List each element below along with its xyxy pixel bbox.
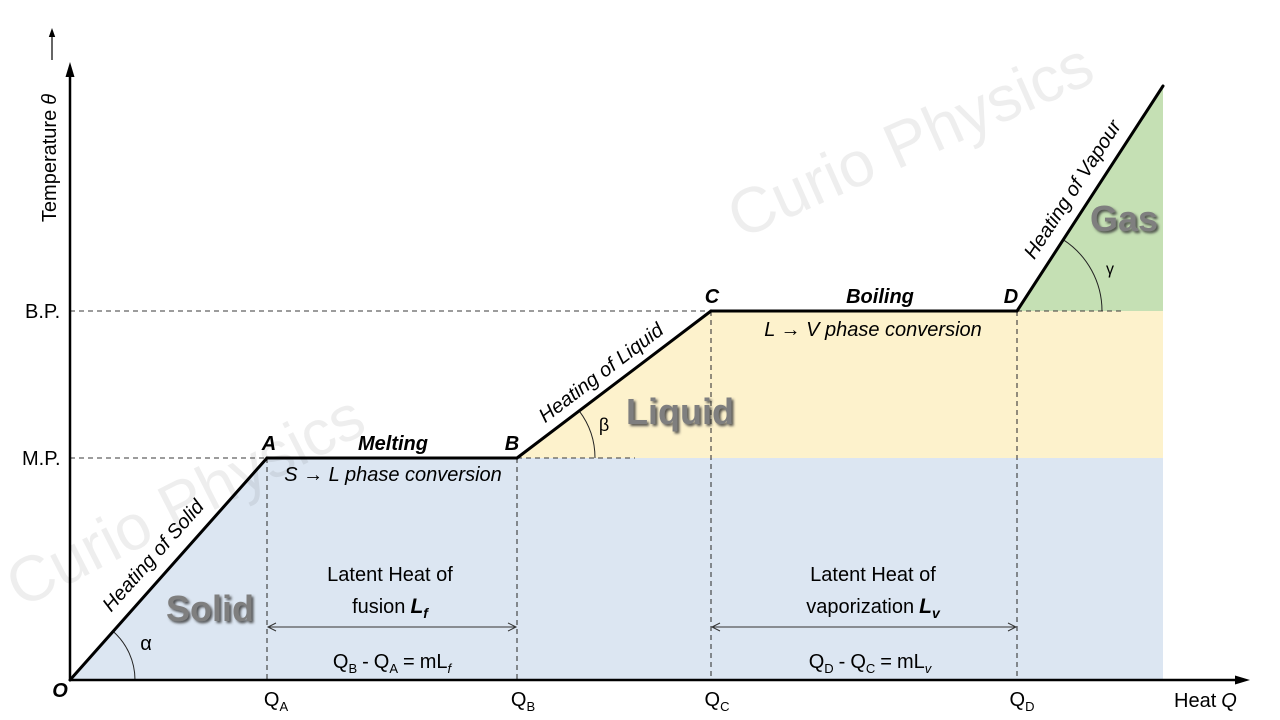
y-label-arrowhead — [48, 28, 56, 37]
point-d-label: D — [1004, 286, 1018, 308]
heating-solid-segment — [68, 456, 269, 682]
fusion-span-right-arrowhead — [507, 622, 518, 632]
guide-lines — [70, 310, 1122, 680]
eq-mass: m — [420, 651, 437, 673]
vaporization-span-arrow — [710, 622, 1018, 632]
x-tick-subscript: C — [720, 699, 729, 714]
vaporization-span-right-arrowhead — [1007, 622, 1018, 632]
x-tick-label: QC — [705, 689, 730, 714]
x-tick-label: QA — [264, 689, 289, 714]
heating-liquid-segment — [515, 309, 713, 460]
axes — [48, 28, 1250, 685]
angle-arcs — [112, 239, 1103, 681]
gas-phase-label: Gas — [1090, 198, 1158, 239]
origin-label: O — [52, 680, 68, 702]
eq-latent-sub: v — [925, 661, 933, 676]
vaporization-word: vaporization — [806, 596, 914, 618]
latent-heat-vaporization: Latent Heat of vaporization Lv QD - QC = mLv — [806, 564, 941, 676]
eq-q1: Q — [809, 651, 825, 673]
phase-regions — [70, 86, 1163, 680]
y-axis-arrowhead — [65, 62, 75, 77]
boiling-point-label: B.P. — [25, 301, 60, 323]
eq-mass: m — [897, 651, 914, 673]
gamma-angle-arc — [1062, 239, 1103, 312]
x-tick-labels: QA QB QC QD — [264, 689, 1035, 714]
x-tick-subscript: B — [526, 699, 535, 714]
point-a-label: A — [261, 433, 276, 455]
eq-latent-symbol: L — [436, 651, 447, 673]
x-tick-symbol: Q — [511, 689, 527, 711]
x-tick-label: QD — [1010, 689, 1035, 714]
x-axis-symbol: Q — [1221, 690, 1237, 712]
boiling-note: L → V phase conversion — [764, 319, 982, 341]
gamma-angle-label: γ — [1106, 261, 1114, 278]
x-tick-subscript: A — [279, 699, 288, 714]
x-axis-title-text: Heat — [1174, 690, 1217, 712]
fusion-word: fusion — [352, 596, 405, 618]
eq-minus: - — [839, 651, 846, 673]
alpha-angle-label: α — [140, 633, 152, 655]
fusion-symbol-subscript: f — [423, 605, 429, 621]
fusion-symbol: L — [410, 595, 423, 618]
vaporization-equation: QD - QC = mLv — [809, 651, 933, 676]
x-tick-symbol: Q — [264, 689, 280, 711]
y-axis-title-text: Temperature — [39, 110, 61, 222]
eq-q2: Q — [850, 651, 866, 673]
point-b-label: B — [505, 433, 519, 455]
x-tick-subscript: D — [1025, 699, 1034, 714]
beta-angle-label: β — [599, 415, 609, 435]
solid-region — [70, 458, 1163, 680]
point-c-label: C — [705, 286, 720, 308]
y-axis-symbol: θ — [39, 94, 61, 105]
eq-q1-sub: D — [824, 661, 833, 676]
eq-minus: - — [362, 651, 369, 673]
melting-label: Melting — [358, 433, 428, 455]
heating-curve — [68, 84, 1165, 682]
latent-heat-fusion: Latent Heat of fusion Lf QB - QA = mLf — [327, 564, 453, 676]
liquid-phase-label: Liquid — [626, 391, 734, 432]
fusion-title-line1: Latent Heat of — [327, 564, 453, 586]
eq-q2: Q — [374, 651, 390, 673]
angle-labels: α β γ — [140, 261, 1114, 655]
x-axis-title: Heat Q — [1174, 690, 1237, 712]
vaporization-span-left-arrowhead — [710, 622, 721, 632]
eq-latent-sub: f — [448, 661, 453, 676]
phase-labels: Solid Liquid Gas — [166, 198, 1158, 629]
alpha-angle-arc — [112, 631, 136, 681]
solid-phase-label: Solid — [166, 588, 254, 629]
eq-q2-sub: C — [866, 661, 875, 676]
eq-equals: = — [880, 651, 892, 673]
x-tick-symbol: Q — [1010, 689, 1026, 711]
eq-equals: = — [403, 651, 415, 673]
melting-point-label: M.P. — [22, 448, 61, 470]
x-axis-arrowhead — [1235, 675, 1250, 685]
boiling-label: Boiling — [846, 286, 914, 308]
fusion-span-arrow — [266, 622, 518, 632]
eq-q1: Q — [333, 651, 349, 673]
eq-q2-sub: A — [389, 661, 398, 676]
fusion-span-left-arrowhead — [266, 622, 277, 632]
eq-latent-symbol: L — [914, 651, 925, 673]
vaporization-title-line1: Latent Heat of — [810, 564, 936, 586]
y-axis-title: Temperature θ — [39, 94, 61, 222]
vaporization-symbol-subscript: v — [932, 605, 941, 621]
heating-vapour-segment — [1015, 84, 1165, 313]
melting-note: S → L phase conversion — [284, 464, 502, 486]
eq-q1-sub: B — [348, 661, 357, 676]
vaporization-symbol: L — [919, 595, 932, 618]
vaporization-title-line2: vaporization Lv — [806, 595, 941, 621]
point-labels: A B C D — [261, 286, 1018, 455]
x-tick-symbol: Q — [705, 689, 721, 711]
beta-angle-arc — [578, 410, 596, 459]
liquid-region — [517, 311, 1163, 458]
fusion-title-line2: fusion Lf — [352, 595, 429, 621]
x-tick-label: QB — [511, 689, 535, 714]
fusion-equation: QB - QA = mLf — [333, 651, 453, 676]
